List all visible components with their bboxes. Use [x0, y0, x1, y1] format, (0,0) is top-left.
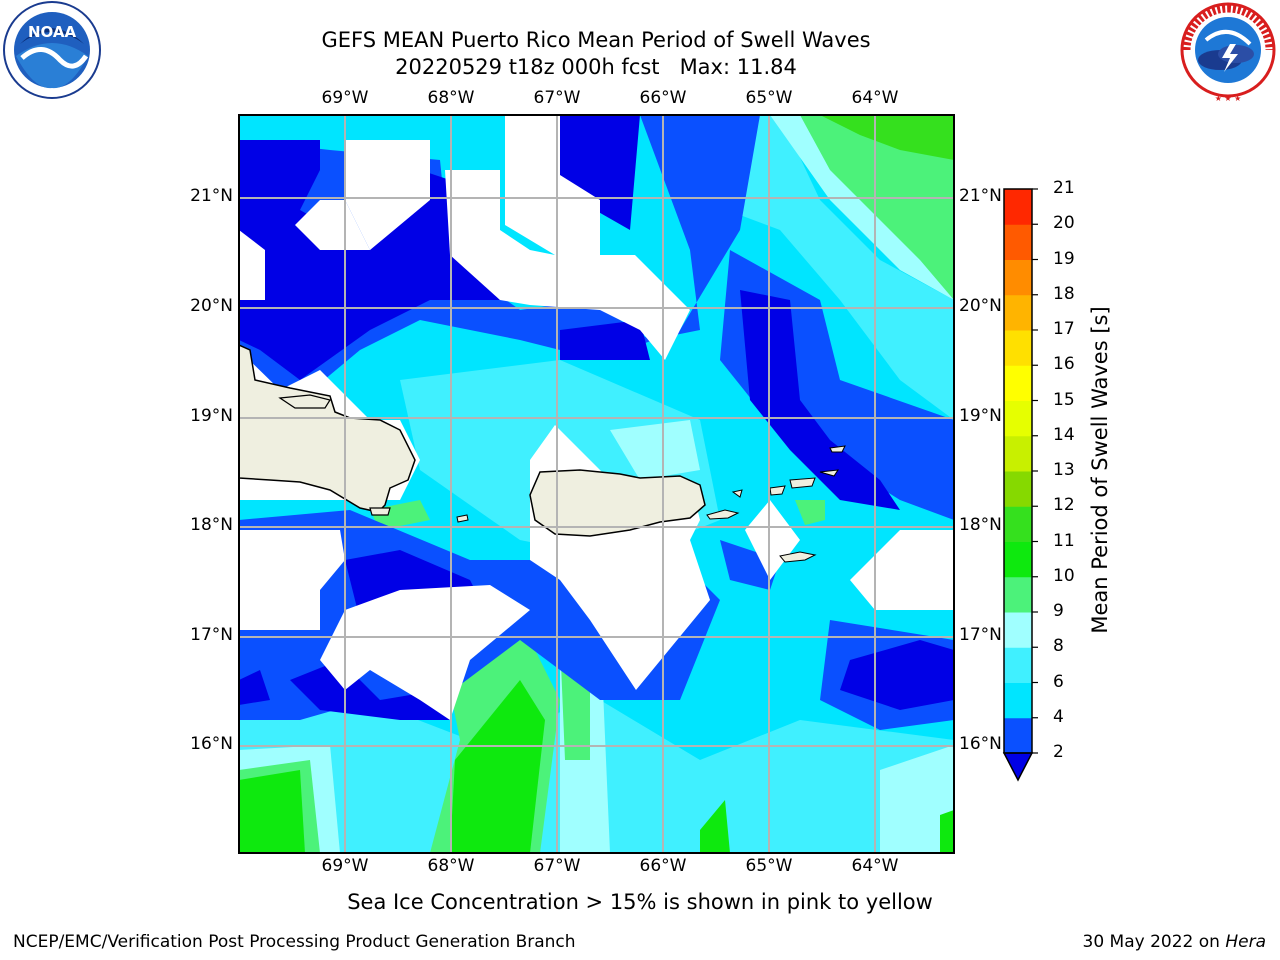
- lat-label-left: 19°N: [190, 406, 233, 426]
- lat-label-left: 18°N: [190, 515, 233, 535]
- footer-credit: NCEP/EMC/Verification Post Processing Pr…: [13, 932, 576, 952]
- map-frame: [238, 114, 955, 854]
- lat-label-right: 17°N: [959, 625, 1002, 645]
- colorbar-segment: [1004, 576, 1032, 613]
- colorbar-extend-triangle: [1002, 752, 1034, 782]
- noaa-logo-text: NOAA: [28, 23, 77, 41]
- colorbar-segment: [1004, 259, 1032, 296]
- colorbar-tick-label: 2: [1053, 742, 1064, 762]
- colorbar-segment: [1004, 717, 1032, 754]
- colorbar-tick-label: 11: [1053, 530, 1075, 551]
- lat-label-right: 18°N: [959, 515, 1002, 535]
- lat-label-right: 19°N: [959, 406, 1002, 426]
- noaa-logo: NOAA: [3, 1, 101, 99]
- colorbar-segment: [1004, 682, 1032, 719]
- colorbar-tick-label: 15: [1053, 389, 1075, 410]
- colorbar-tick-label: 16: [1053, 354, 1075, 375]
- lat-label-left: 16°N: [190, 734, 233, 754]
- colorbar-segment: [1004, 506, 1032, 542]
- lon-label-top: 67°W: [533, 88, 581, 108]
- swell-period-field: [239, 115, 954, 853]
- lon-label-top: 65°W: [745, 88, 793, 108]
- svg-text:★ ★ ★: ★ ★ ★: [1215, 94, 1242, 103]
- chart-title-line2: 20220529 t18z 000h fcst Max: 11.84: [395, 55, 797, 79]
- colorbar-segment: [1004, 647, 1032, 683]
- colorbar-segment: [1004, 330, 1032, 366]
- colorbar-segment: [1004, 541, 1032, 578]
- lon-label-top: 68°W: [427, 88, 475, 108]
- colorbar-segment: [1004, 224, 1032, 260]
- lat-label-right: 21°N: [959, 186, 1002, 206]
- lat-label-right: 20°N: [959, 296, 1002, 316]
- colorbar-tick-label: 6: [1053, 671, 1064, 692]
- lon-label-bottom: 64°W: [851, 856, 899, 876]
- colorbar-tick-label: 4: [1053, 706, 1064, 727]
- colorbar-segment: [1004, 400, 1032, 437]
- lon-label-bottom: 69°W: [321, 856, 369, 876]
- colorbar-tick-label: 14: [1053, 424, 1075, 445]
- colorbar-tick-label: 8: [1053, 636, 1064, 657]
- colorbar-segment: [1004, 294, 1032, 331]
- lat-label-right: 16°N: [959, 734, 1002, 754]
- sea-ice-note: Sea Ice Concentration > 15% is shown in …: [347, 890, 933, 914]
- colorbar-tick-label: 12: [1053, 495, 1075, 516]
- colorbar-tick-label: 21: [1053, 178, 1075, 198]
- colorbar-segment: [1004, 471, 1032, 507]
- lon-label-bottom: 68°W: [427, 856, 475, 876]
- footer-date-text: 30 May 2022 on: [1082, 932, 1226, 952]
- lat-label-left: 21°N: [190, 186, 233, 206]
- footer-date: 30 May 2022 on Hera: [1083, 932, 1267, 952]
- chart-title-line1: GEFS MEAN Puerto Rico Mean Period of Swe…: [321, 28, 871, 52]
- colorbar-tick-label: 17: [1053, 319, 1075, 339]
- colorbar-tick-label: 20: [1053, 213, 1075, 234]
- colorbar-segment: [1004, 435, 1032, 472]
- lon-label-top: 66°W: [639, 88, 687, 108]
- colorbar-tick-label: 13: [1053, 460, 1075, 480]
- lon-label-bottom: 67°W: [533, 856, 581, 876]
- colorbar-title: Mean Period of Swell Waves [s]: [1088, 306, 1112, 634]
- colorbar-tick-label: 19: [1053, 248, 1075, 269]
- nws-logo: ★ ★ ★: [1180, 2, 1276, 103]
- colorbar-tick-label: 9: [1053, 601, 1064, 621]
- colorbar-tick-label: 10: [1053, 565, 1075, 586]
- colorbar-segment: [1004, 612, 1032, 648]
- lat-label-left: 20°N: [190, 296, 233, 316]
- lon-label-bottom: 66°W: [639, 856, 687, 876]
- colorbar-segment: [1004, 189, 1032, 225]
- colorbar: [1002, 188, 1038, 782]
- lon-label-top: 69°W: [321, 88, 369, 108]
- lon-label-top: 64°W: [851, 88, 899, 108]
- graticule: [239, 115, 954, 853]
- lat-label-left: 17°N: [190, 625, 233, 645]
- colorbar-tick-label: 18: [1053, 283, 1075, 304]
- footer-host: Hera: [1225, 932, 1266, 952]
- lon-label-bottom: 65°W: [745, 856, 793, 876]
- colorbar-segment: [1004, 365, 1032, 401]
